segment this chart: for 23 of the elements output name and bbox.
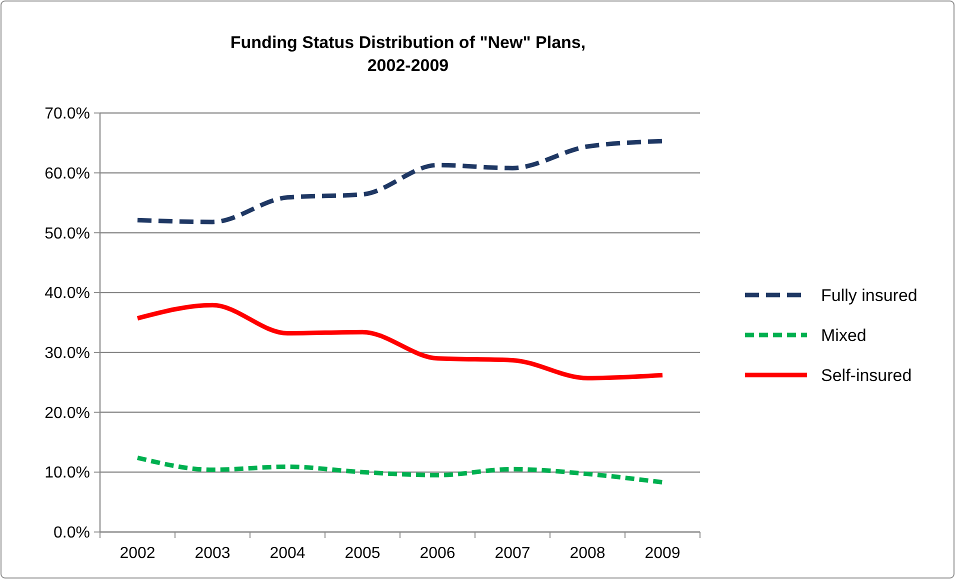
x-tick-label: 2009 bbox=[644, 545, 680, 562]
x-tick-label: 2008 bbox=[570, 545, 606, 562]
y-tick-label: 70.0% bbox=[44, 106, 90, 123]
line-series bbox=[135, 456, 665, 485]
line-series bbox=[135, 138, 665, 224]
line-series bbox=[135, 302, 665, 380]
y-tick-label: 40.0% bbox=[44, 285, 90, 302]
y-tick-label: 0.0% bbox=[54, 524, 90, 542]
legend-label: Mixed bbox=[821, 326, 866, 345]
y-tick-label: 10.0% bbox=[44, 464, 90, 482]
legend-label: Self-insured bbox=[821, 366, 912, 385]
y-tick-label: 60.0% bbox=[44, 165, 90, 182]
x-tick-label: 2006 bbox=[420, 545, 456, 562]
legend-label: Fully insured bbox=[821, 286, 918, 305]
y-tick-label: 30.0% bbox=[44, 345, 90, 362]
x-tick-label: 2003 bbox=[194, 545, 230, 562]
x-tick-label: 2002 bbox=[120, 545, 156, 562]
chart-title: Funding Status Distribution of "New" Plans, 2002-2009 bbox=[230, 33, 586, 75]
y-tick-label: 20.0% bbox=[44, 404, 90, 422]
x-tick-label: 2004 bbox=[270, 545, 306, 562]
x-tick-label: 2007 bbox=[494, 545, 530, 562]
y-tick-label: 50.0% bbox=[44, 225, 90, 242]
x-tick-label: 2005 bbox=[344, 545, 380, 562]
